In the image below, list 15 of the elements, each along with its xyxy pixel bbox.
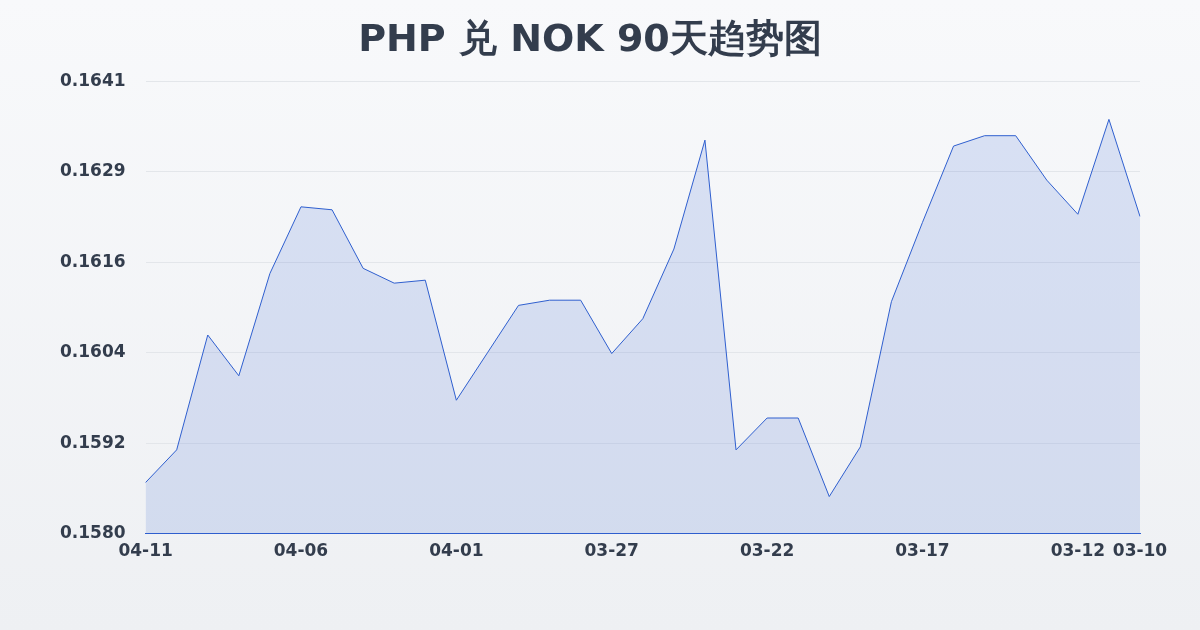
x-tick-label: 04-01 xyxy=(429,540,484,561)
x-tick-label: 03-17 xyxy=(895,540,950,561)
y-tick-label: 0.1641 xyxy=(59,70,126,91)
x-tick-label: 03-27 xyxy=(584,540,639,561)
x-tick-label: 04-11 xyxy=(118,540,173,561)
x-tick-label: 03-22 xyxy=(739,540,795,561)
y-tick-label: 0.1592 xyxy=(59,431,126,452)
y-tick-label: 0.1604 xyxy=(59,341,126,362)
y-tick-label: 0.1629 xyxy=(59,160,126,181)
x-tick-label: 03-10 xyxy=(1112,540,1168,561)
y-tick-label: 0.1616 xyxy=(59,250,126,271)
y-tick-label: 0.1580 xyxy=(59,522,126,543)
x-tick-label: 04-06 xyxy=(273,540,329,561)
x-tick-label: 03-12 xyxy=(1050,540,1106,561)
chart-title: PHP 兑 NOK 90天趋势图 xyxy=(358,15,822,60)
